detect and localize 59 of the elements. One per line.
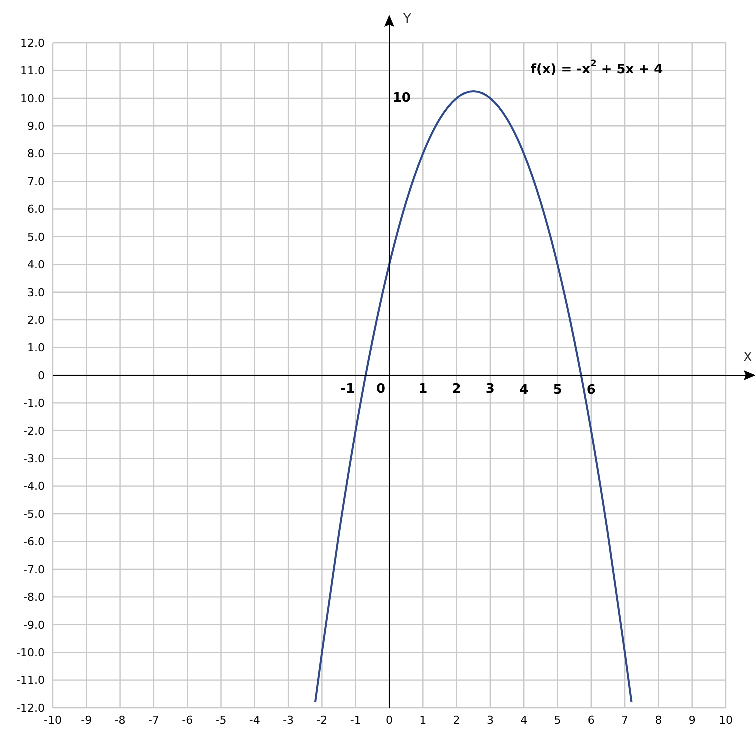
annotation: 5 bbox=[553, 382, 562, 398]
x-tick-label: -8 bbox=[114, 714, 126, 727]
x-tick-label: 0 bbox=[386, 714, 393, 727]
y-tick-label: -3.0 bbox=[24, 452, 45, 466]
x-tick-label: -9 bbox=[81, 714, 92, 727]
x-tick-label: 5 bbox=[554, 714, 562, 727]
annotation: -1 bbox=[340, 381, 356, 396]
x-tick-label: -6 bbox=[182, 714, 194, 727]
annotation: 0 bbox=[376, 381, 386, 396]
x-tick-label: 1 bbox=[420, 714, 427, 727]
y-tick-label: 11.0 bbox=[20, 64, 45, 78]
y-tick-label: 12.0 bbox=[20, 36, 45, 50]
annotation: 4 bbox=[520, 382, 529, 398]
y-tick-label: -2.0 bbox=[24, 424, 45, 438]
y-tick-label: -6.0 bbox=[24, 536, 45, 549]
x-tick-label: -10 bbox=[44, 714, 62, 727]
y-tick-label: -1.0 bbox=[24, 397, 45, 410]
x-tick-label: 7 bbox=[622, 714, 629, 727]
x-tick-label: 4 bbox=[520, 714, 528, 727]
annotation: 1 bbox=[418, 381, 428, 396]
y-tick-label: 8.0 bbox=[28, 148, 45, 161]
y-tick-label: -8.0 bbox=[24, 591, 45, 604]
y-tick-label: -11.0 bbox=[16, 674, 45, 688]
y-tick-label: 0 bbox=[38, 369, 45, 382]
x-tick-label: -5 bbox=[216, 714, 227, 727]
annotation: 3 bbox=[486, 381, 495, 396]
y-tick-label: -5.0 bbox=[24, 508, 45, 521]
annotation: f(x) = -x$^{2}$ + 5x + 4 bbox=[530, 60, 664, 78]
x-tick-label: -2 bbox=[316, 714, 328, 727]
y-tick-label: -12.0 bbox=[16, 702, 45, 715]
y-axis-title: Y bbox=[402, 12, 412, 27]
annotation: 10 bbox=[392, 90, 411, 106]
x-axis-title: X bbox=[744, 350, 753, 366]
line-series bbox=[314, 90, 633, 704]
x-tick-label: 9 bbox=[688, 714, 696, 727]
y-tick-label: -9.0 bbox=[24, 618, 45, 632]
x-tick-label: 10 bbox=[719, 714, 733, 727]
y-tick-label: 4.0 bbox=[28, 258, 45, 272]
x-tick-label: -7 bbox=[148, 714, 160, 727]
annotation: 2 bbox=[452, 381, 462, 396]
x-tick-label: 6 bbox=[588, 714, 595, 727]
x-tick-label: -3 bbox=[283, 714, 294, 727]
annotation: 6 bbox=[586, 382, 596, 398]
x-tick-label: 2 bbox=[453, 714, 460, 727]
y-tick-label: -7.0 bbox=[24, 563, 45, 576]
x-tick-label: 8 bbox=[655, 714, 662, 727]
y-tick-label: 7.0 bbox=[28, 175, 45, 188]
y-tick-label: 1.0 bbox=[28, 342, 45, 355]
y-tick-label: 9.0 bbox=[28, 120, 45, 134]
y-tick-label: 10.0 bbox=[20, 92, 45, 106]
y-tick-label: 3.0 bbox=[28, 286, 45, 300]
y-tick-label: 5.0 bbox=[28, 230, 45, 244]
x-tick-label: -4 bbox=[249, 714, 260, 727]
y-tick-label: -10.0 bbox=[16, 646, 45, 660]
y-tick-label: 6.0 bbox=[28, 203, 45, 216]
y-tick-label: -4.0 bbox=[24, 480, 45, 494]
x-tick-label: 3 bbox=[486, 714, 494, 727]
x-tick-label: -1 bbox=[350, 714, 362, 727]
y-tick-label: 2.0 bbox=[28, 314, 45, 327]
